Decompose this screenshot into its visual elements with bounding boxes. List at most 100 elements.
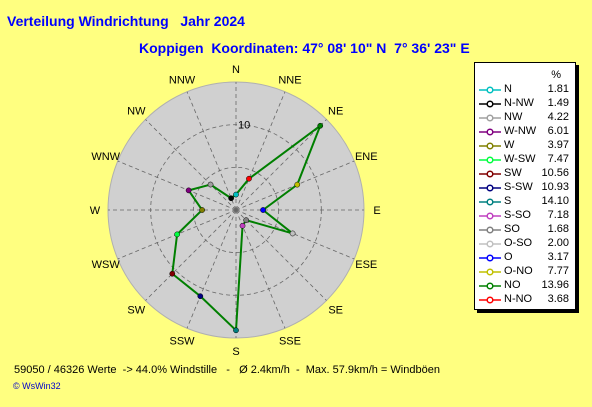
legend-value: 14.10 (541, 195, 569, 207)
legend-marker-icon (479, 142, 501, 150)
data-point (246, 175, 252, 182)
data-point (185, 187, 192, 194)
legend-value: 1.49 (547, 97, 569, 109)
legend-label: SW (504, 167, 522, 179)
data-point (228, 195, 234, 202)
data-point (174, 231, 180, 238)
data-point (239, 222, 246, 229)
legend-marker-icon (479, 156, 501, 164)
legend-value: 3.68 (547, 293, 569, 305)
grid-spoke (186, 209, 237, 329)
direction-label: NNE (278, 75, 301, 87)
direction-label: WSW (92, 259, 121, 271)
legend-value: 2.00 (547, 237, 569, 249)
legend-marker-icon (479, 86, 501, 94)
chart-subtitle: Koppigen Koordinaten: 47° 08' 10" N 7° 3… (139, 40, 470, 56)
legend-entry: W 3.97 (475, 139, 575, 153)
legend-label: W-SW (504, 153, 536, 165)
direction-label: NNW (169, 75, 196, 87)
legend-marker-icon (479, 268, 501, 276)
legend-value: 10.93 (541, 181, 569, 193)
legend-marker-icon (479, 128, 501, 136)
legend-value: 4.22 (547, 111, 569, 123)
grid-spoke (235, 209, 286, 329)
legend-marker-icon (479, 282, 501, 290)
direction-label: E (373, 205, 380, 217)
legend-marker-icon (479, 100, 501, 108)
legend-entry: NO 13.96 (475, 279, 575, 293)
legend-label: O (504, 251, 513, 263)
legend-entry: O-NO 7.77 (475, 265, 575, 279)
data-point (294, 181, 301, 188)
legend-entry: W-SW 7.47 (475, 153, 575, 167)
legend-value: 13.96 (541, 279, 569, 291)
legend-marker-icon (479, 198, 501, 206)
data-point (207, 181, 214, 188)
direction-label: ENE (355, 151, 378, 163)
direction-label: NE (328, 105, 343, 117)
legend-entry: N-NO 3.68 (475, 293, 575, 307)
chart-title: Verteilung Windrichtung Jahr 2024 (7, 13, 245, 29)
legend-entry: S 14.10 (475, 195, 575, 209)
legend-marker-icon (479, 170, 501, 178)
legend-marker-icon (479, 226, 501, 234)
grid-spoke (235, 91, 286, 211)
legend-value: 7.18 (547, 209, 569, 221)
legend-label: NW (504, 111, 523, 123)
legend-entry: SW 10.56 (475, 167, 575, 181)
legend-value: 7.77 (547, 265, 569, 277)
direction-label: SSW (170, 335, 196, 347)
legend-label: S-SO (504, 209, 531, 221)
legend-label: SO (504, 223, 520, 235)
direction-label: SSE (279, 335, 301, 347)
grid-spoke (145, 209, 237, 301)
direction-label: W (90, 205, 101, 217)
legend-entry: NW 4.22 (475, 111, 575, 125)
legend-entry: N 1.81 (475, 83, 575, 97)
legend-label: S-SW (504, 181, 533, 193)
brand-label: © WsWin32 (13, 381, 61, 391)
legend-marker-icon (479, 114, 501, 122)
legend-label: O-SO (504, 237, 533, 249)
data-point (197, 293, 204, 300)
legend-entry: O-SO 2.00 (475, 237, 575, 251)
legend-marker-icon (479, 254, 501, 262)
direction-label: SW (127, 305, 145, 317)
legend-entry: O 3.17 (475, 251, 575, 265)
legend-marker-icon (479, 240, 501, 248)
legend-header: % (551, 69, 561, 81)
grid-spoke (235, 209, 327, 301)
grid-spoke (235, 119, 327, 211)
data-point (260, 207, 266, 213)
direction-label: S (232, 346, 239, 358)
legend-value: 3.97 (547, 139, 569, 151)
direction-label: N (232, 64, 240, 76)
legend: % N 1.81 N-NW 1.49 NW 4.22 W-NW 6.01 W 3.97 W-SW 7.… (474, 62, 576, 310)
legend-value: 1.68 (547, 223, 569, 235)
legend-value: 10.56 (541, 167, 569, 179)
data-point (169, 270, 176, 277)
legend-label: NO (504, 279, 521, 291)
legend-marker-icon (479, 184, 501, 192)
radial-tick-label: 10 (238, 120, 250, 132)
direction-label: NW (127, 105, 146, 117)
legend-label: S (504, 195, 512, 207)
legend-value: 7.47 (547, 153, 569, 165)
grid-spoke (117, 160, 237, 211)
legend-marker-icon (479, 296, 501, 304)
footer-summary: 59050 / 46326 Werte -> 44.0% Windstille … (14, 364, 440, 376)
legend-value: 3.17 (547, 251, 569, 263)
legend-entry: S-SW 10.93 (475, 181, 575, 195)
data-point (243, 217, 249, 223)
legend-entry: SO 1.68 (475, 223, 575, 237)
legend-label: N-NW (504, 97, 534, 109)
legend-value: 6.01 (547, 125, 569, 137)
data-point (233, 191, 239, 198)
legend-label: W-NW (504, 125, 537, 137)
direction-label: WNW (91, 151, 120, 163)
legend-label: O-NO (504, 265, 533, 277)
grid-spoke (145, 119, 237, 211)
data-point (233, 327, 239, 334)
legend-entry: N-NW 1.49 (475, 97, 575, 111)
